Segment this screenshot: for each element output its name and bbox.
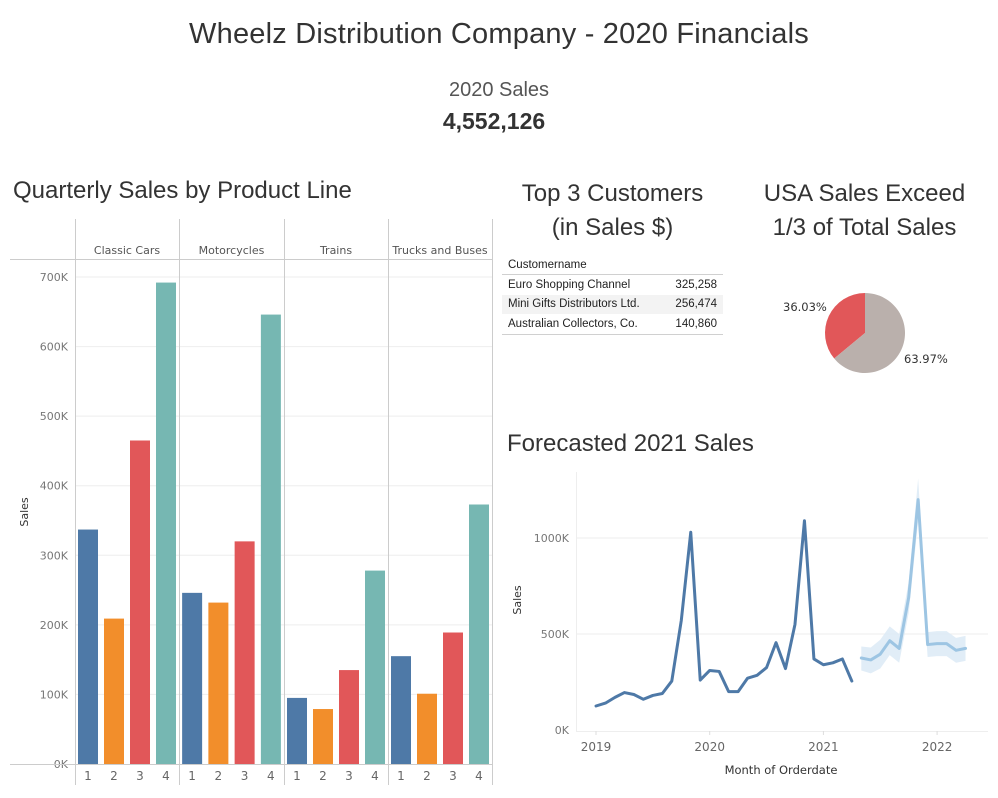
y-tick-label: 200K [40,619,69,632]
customer-name: Euro Shopping Channel [508,278,631,291]
top-customers-table: Customername Euro Shopping Channel 325,2… [502,255,723,335]
forecast-confidence-band [861,478,966,674]
customer-name: Mini Gifts Distributors Ltd. [502,294,663,314]
bar-classic-cars-q3 [130,440,150,764]
pie-label-usa: 36.03% [783,300,827,314]
x-tick-label: 2 [423,769,431,783]
bar-trucks-and-buses-q1 [391,656,411,764]
forecast-chart-title: Forecasted 2021 Sales [507,430,754,457]
y-tick-label: 700K [40,271,69,284]
y-tick-label: 0K [555,724,570,737]
bar-trains-q1 [287,697,307,764]
x-tick-label: 4 [267,769,275,783]
customers-title-line2: (in Sales $) [551,214,674,241]
pie-chart-title: USA Sales Exceed 1/3 of Total Sales [752,177,977,245]
bar-trains-q4 [365,570,385,764]
pie-slice-other [834,293,905,373]
panel-header-label: Classic Cars [94,244,160,257]
pie-label-other: 63.97% [904,352,948,366]
panel-header-label: Trains [319,244,352,257]
x-tick-label: 1 [397,769,405,783]
x-tick-label: 4 [475,769,483,783]
panel-header-label: Motorcycles [199,244,265,257]
bar-trains-q2 [313,709,333,764]
x-tick-label: 1 [293,769,301,783]
y-tick-label: 500K [541,628,570,641]
customer-sales: 256,474 [662,294,723,314]
panel-header-label: Trucks and Buses [391,244,487,257]
customer-sales: 140,860 [662,314,723,335]
y-tick-label: 100K [40,688,69,701]
x-tick-label: 2 [319,769,327,783]
y-axis-title: Sales [511,585,524,615]
bar-classic-cars-q1 [78,529,98,764]
x-tick-label: 3 [449,769,457,783]
table-header-row: Customername [502,255,723,275]
bar-trains-q3 [339,670,359,764]
bar-motorcycles-q2 [208,602,229,764]
y-tick-label: 400K [40,480,69,493]
x-tick-label: 1 [188,769,196,783]
bar-trucks-and-buses-q2 [417,693,437,764]
pie-slice-usa [825,293,865,359]
y-tick-label: 500K [40,410,69,423]
x-tick-label: 1 [84,769,92,783]
customers-title-line1: Top 3 Customers [521,180,704,207]
pie-title-line2: 1/3 of Total Sales [772,214,957,241]
dashboard-title: Wheelz Distribution Company - 2020 Finan… [189,18,809,50]
bar-motorcycles-q1 [182,592,203,764]
customer-name: Australian Collectors, Co. [502,314,663,335]
actual-sales-line [594,519,854,708]
x-tick-label: 3 [136,769,144,783]
x-tick-label: 2 [215,769,223,783]
y-tick-label: 300K [40,549,69,562]
forecast-sales-line [859,498,968,662]
table-row[interactable]: Euro Shopping Channel 325,258 [502,275,723,295]
x-tick-label: 2020 [694,740,725,754]
pie-title-line1: USA Sales Exceed [763,180,966,207]
x-tick-label: 2021 [808,740,839,754]
bar-chart-title: Quarterly Sales by Product Line [13,177,352,204]
bar-motorcycles-q3 [234,541,255,764]
y-tick-label: 1000K [534,532,570,545]
bar-trucks-and-buses-q4 [469,504,489,764]
bar-motorcycles-q4 [260,314,281,764]
x-tick-label: 2022 [922,740,953,754]
column-header-sales [662,255,723,275]
column-header-customername[interactable]: Customername [502,255,663,275]
usa-sales-pie-chart: 36.03% 63.97% [783,293,948,373]
x-axis-title: Month of Orderdate [725,763,838,777]
kpi-label: 2020 Sales [448,79,550,101]
bar-trucks-and-buses-q3 [443,632,463,764]
table-row[interactable]: Australian Collectors, Co. 140,860 [502,314,723,335]
x-tick-label: 3 [241,769,249,783]
table-row[interactable]: Mini Gifts Distributors Ltd. 256,474 [502,294,723,314]
x-tick-label: 2 [110,769,118,783]
y-axis-title: Sales [18,497,31,527]
x-tick-label: 4 [162,769,170,783]
x-tick-label: 3 [345,769,353,783]
bar-classic-cars-q2 [104,618,124,764]
y-tick-label: 600K [40,341,69,354]
x-tick-label: 4 [371,769,379,783]
bar-classic-cars-q4 [156,282,176,764]
x-tick-label: 2019 [581,740,612,754]
kpi-value: 4,552,126 [442,108,546,134]
customers-title: Top 3 Customers (in Sales $) [500,177,725,245]
customer-sales: 325,258 [675,278,717,291]
